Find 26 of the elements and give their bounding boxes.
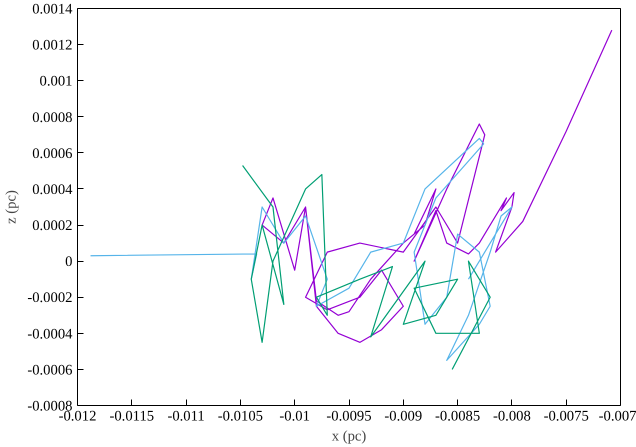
x-tick-label: -0.009 — [384, 408, 422, 424]
x-tick-label: -0.0105 — [218, 408, 263, 424]
y-tick-label: 0.0004 — [32, 182, 74, 198]
y-axis-title: z (pc) — [3, 190, 20, 224]
x-axis-title: x (pc) — [332, 428, 366, 444]
y-tick-label: 0.001 — [40, 74, 73, 90]
y-tick-label: 0.0014 — [32, 2, 74, 18]
x-tick-label: -0.0115 — [109, 408, 154, 424]
line-series — [90, 138, 512, 361]
y-tick-label: 0.0008 — [32, 110, 73, 126]
x-tick-label: -0.0075 — [544, 408, 589, 424]
line-series — [262, 30, 612, 343]
x-tick-label: -0.01 — [279, 408, 310, 424]
y-tick-label: 0 — [65, 254, 72, 270]
x-tick-label: -0.008 — [492, 408, 531, 424]
y-tick-label: -0.0004 — [27, 326, 74, 342]
x-tick-label: -0.011 — [167, 408, 205, 424]
x-tick-label: -0.0085 — [435, 408, 480, 424]
line-series — [242, 164, 491, 370]
y-tick-label: 0.0002 — [32, 218, 73, 234]
x-tick-label: -0.0095 — [326, 408, 372, 424]
y-tick-label: -0.0006 — [27, 362, 72, 378]
y-tick-label: 0.0006 — [32, 146, 73, 162]
x-tick-label: -0.007 — [598, 408, 636, 424]
y-tick-label: 0.0012 — [32, 38, 73, 54]
y-tick-label: -0.0002 — [27, 290, 72, 306]
